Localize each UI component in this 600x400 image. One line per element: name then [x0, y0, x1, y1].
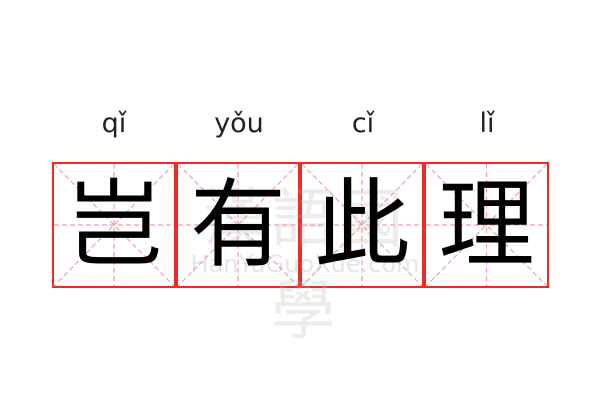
- grid-cell-1: 岂: [52, 162, 176, 288]
- watermark-text: 漢語國學: [203, 183, 407, 349]
- grid-guides: [426, 164, 547, 286]
- hanzi-3: 此: [314, 169, 410, 281]
- guide-line: [426, 164, 547, 286]
- pinyin-4: lǐ: [479, 108, 495, 139]
- hanzi-4: 理: [438, 169, 535, 281]
- grid-guides: [302, 164, 422, 286]
- pinyin-3: cǐ: [351, 108, 375, 139]
- grid-cell-4: 理: [424, 162, 549, 288]
- guide-line: [178, 164, 298, 286]
- guide-line: [178, 164, 298, 286]
- hanzi-1: 岂: [66, 169, 162, 281]
- pinyin-2: yǒu: [214, 108, 264, 139]
- hanzi-2: 有: [190, 169, 286, 281]
- grid-guides: [178, 164, 298, 286]
- grid-guides: [54, 164, 174, 286]
- grid-cell-2: 有: [176, 162, 300, 288]
- guide-line: [426, 164, 547, 286]
- guide-line: [54, 164, 174, 286]
- character-grid: 岂 有 此 理: [52, 162, 549, 288]
- guide-line: [54, 164, 174, 286]
- grid-cell-3: 此: [300, 162, 424, 288]
- watermark-site: HanYuGuoXue.com: [190, 250, 420, 278]
- guide-line: [302, 164, 422, 286]
- pinyin-1: qǐ: [101, 108, 127, 139]
- guide-line: [302, 164, 422, 286]
